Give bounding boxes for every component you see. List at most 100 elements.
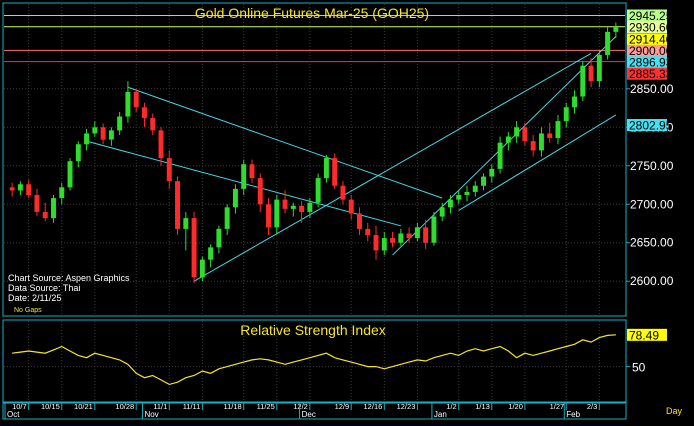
rsi-last-value-label: 78.49 xyxy=(629,328,659,342)
month-label: Nov xyxy=(144,410,158,419)
candle-body xyxy=(42,211,48,219)
candlestick-series xyxy=(9,22,619,283)
candle-body xyxy=(175,181,181,229)
price-level-label-box xyxy=(627,33,667,46)
month-label: Jan xyxy=(434,410,447,419)
date-axis: 10/7 10/15 10/21 10/28 11/1 11/11 11/18 11/25 12… xyxy=(2,402,683,420)
date-note: Date: 2/11/25 xyxy=(8,293,61,303)
candle-body xyxy=(125,91,131,117)
candle-body xyxy=(613,27,619,32)
candle-body xyxy=(481,176,487,186)
candle-body xyxy=(456,195,462,200)
candle-body xyxy=(423,227,429,243)
candle-body xyxy=(257,178,263,205)
price-level-lines xyxy=(4,15,625,63)
trend-line xyxy=(193,52,592,282)
candle-body xyxy=(373,235,379,251)
candle-body xyxy=(547,133,553,139)
rsi-tick-label: 50 xyxy=(632,361,646,375)
candle-body xyxy=(530,141,536,151)
date-tick-label: 12/16 xyxy=(364,402,383,411)
candle-body xyxy=(439,207,445,217)
price-level-label-text: 2930.60 xyxy=(629,21,673,35)
date-tick-label: 2/3 xyxy=(587,402,597,411)
date-tick-label: 10/15 xyxy=(41,402,60,411)
price-tick-label: 2750.00 xyxy=(630,159,674,173)
candle-body xyxy=(51,198,56,219)
candle-body xyxy=(241,164,247,189)
month-labels: Oct Nov Dec Jan Feb xyxy=(4,403,581,419)
candle-body xyxy=(34,195,40,212)
price-tick-label: 2600.00 xyxy=(630,274,674,288)
price-level-label-text: 2900.00 xyxy=(629,44,673,58)
data-source-note: Data Source: Thai xyxy=(8,283,80,293)
candle-body xyxy=(406,233,412,239)
price-level-label-box xyxy=(627,21,667,34)
candle-body xyxy=(332,158,338,186)
no-gaps-note: No Gaps xyxy=(14,307,42,314)
candle-body xyxy=(166,158,172,182)
candle-body xyxy=(588,65,594,82)
date-tick-label: 12/2 xyxy=(293,402,308,411)
candle-body xyxy=(381,238,387,251)
candle-body xyxy=(183,218,189,229)
candle-body xyxy=(348,199,354,214)
date-tick-labels: 10/7 10/15 10/21 10/28 11/1 11/11 11/18 11/25 12… xyxy=(12,402,600,411)
price-level-label-box xyxy=(627,67,667,80)
price-panel-frame xyxy=(2,2,627,317)
candle-body xyxy=(17,184,23,191)
price-panel: Gold Online Futures Mar-25 (GOH25) 2850.… xyxy=(2,2,674,317)
candle-body xyxy=(522,127,528,142)
candle-body xyxy=(398,233,404,243)
price-level-label-box xyxy=(627,56,667,69)
date-tick-label: 12/23 xyxy=(397,402,416,411)
candle-body xyxy=(133,91,139,108)
candle-body xyxy=(472,185,478,192)
candle-body xyxy=(216,228,222,248)
candle-body xyxy=(505,136,511,143)
candle-body xyxy=(538,133,544,151)
rsi-line xyxy=(12,334,616,386)
chart-source-note: Chart Source: Aspen Graphics xyxy=(8,273,130,283)
candle-body xyxy=(365,228,371,236)
candle-body xyxy=(274,199,280,228)
candle-body xyxy=(414,227,420,239)
price-level-label-text: 2914.40 xyxy=(629,33,673,47)
candle-body xyxy=(489,168,495,177)
candle-body xyxy=(191,218,197,278)
candle-body xyxy=(323,158,329,179)
price-tick-label: 2650.00 xyxy=(630,236,674,250)
candle-body xyxy=(9,187,15,191)
price-level-label-text: 2802.95 xyxy=(629,119,673,133)
candle-body xyxy=(150,118,156,131)
rsi-panel: Relative Strength Index 50 78.49 xyxy=(2,319,667,403)
date-tick-label: 11/18 xyxy=(223,402,241,411)
candle-body xyxy=(307,202,313,212)
rsi-last-value-box xyxy=(627,328,667,341)
rsi-panel-frame xyxy=(2,319,627,403)
candle-body xyxy=(357,213,362,229)
candle-body xyxy=(299,205,305,212)
price-tick-label: 2850.00 xyxy=(630,82,674,96)
candle-body xyxy=(232,188,238,208)
candle-body xyxy=(117,116,123,131)
price-level-label-text: 2945.25 xyxy=(629,9,673,23)
price-chart-title: Gold Online Futures Mar-25 (GOH25) xyxy=(195,5,429,21)
date-tick-label: 1/13 xyxy=(475,402,490,411)
date-tick-label: 12/9 xyxy=(335,402,350,411)
candle-body xyxy=(390,238,396,243)
price-level-label-box xyxy=(627,119,667,132)
price-level-label-box xyxy=(627,44,667,57)
candle-body xyxy=(75,144,81,162)
candle-body xyxy=(100,127,106,140)
price-level-label-box xyxy=(627,9,667,22)
date-tick-label: 10/7 xyxy=(12,402,27,411)
date-tick-label: 1/2 xyxy=(446,402,456,411)
date-axis-frame xyxy=(2,402,627,420)
candle-body xyxy=(84,133,90,145)
month-label: Feb xyxy=(566,410,580,419)
candle-body xyxy=(67,161,73,188)
rsi-gridlines xyxy=(4,321,625,401)
